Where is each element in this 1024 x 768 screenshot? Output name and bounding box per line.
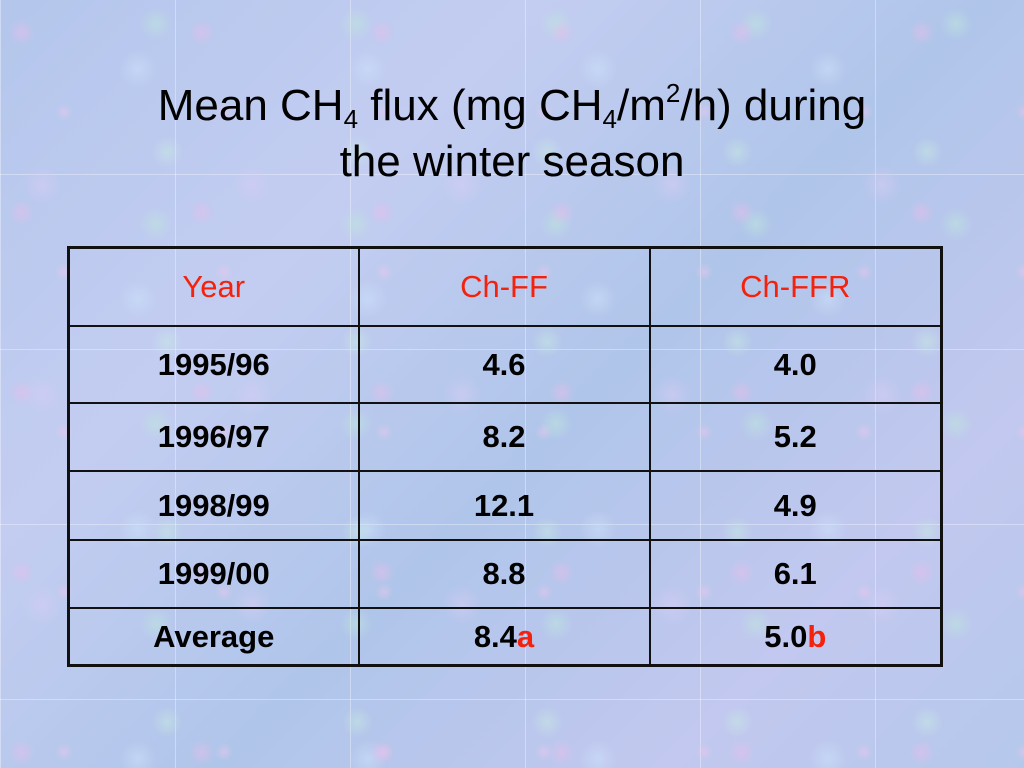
slide-title: Mean CH4 flux (mg CH4/m2/h) during the w…	[40, 78, 984, 190]
title-subscript-2: 4	[602, 104, 617, 134]
table-row: 1996/97 8.2 5.2	[67, 402, 943, 472]
average-ch-ff: 8.4a	[357, 607, 651, 667]
average-ch-ff-letter: a	[516, 618, 535, 654]
title-part-1: Mean CH	[157, 81, 344, 130]
title-part-3: /m	[617, 81, 666, 130]
cell-ch-ffr: 6.1	[648, 539, 943, 609]
flux-table-container: Year Ch-FF Ch-FFR 1995/96 4.6 4.0 1996/9…	[67, 246, 943, 667]
header-year: Year	[67, 246, 360, 327]
table-average-row: Average 8.4a 5.0b	[67, 607, 943, 667]
cell-ch-ff: 4.6	[357, 325, 651, 404]
average-ch-ffr-value: 5.0	[764, 618, 808, 654]
cell-year: 1995/96	[67, 325, 360, 404]
cell-ch-ff: 12.1	[357, 470, 651, 541]
average-label: Average	[67, 607, 360, 667]
title-superscript-1: 2	[665, 78, 681, 108]
average-ch-ffr-letter: b	[807, 618, 827, 654]
average-ch-ff-value: 8.4	[473, 618, 517, 654]
table-row: 1999/00 8.8 6.1	[67, 539, 943, 609]
title-subscript-1: 4	[343, 104, 359, 134]
header-ch-ff: Ch-FF	[357, 246, 651, 327]
cell-year: 1999/00	[67, 539, 360, 609]
table-row: 1995/96 4.6 4.0	[67, 325, 943, 404]
table-row: 1998/99 12.1 4.9	[67, 470, 943, 541]
cell-ch-ffr: 5.2	[648, 402, 943, 472]
table-header-row: Year Ch-FF Ch-FFR	[67, 246, 943, 327]
cell-year: 1998/99	[67, 470, 360, 541]
title-part-4: /h) during	[680, 81, 867, 130]
average-ch-ffr: 5.0b	[648, 607, 943, 667]
title-part-2: flux (mg CH	[358, 81, 603, 130]
cell-ch-ffr: 4.0	[648, 325, 943, 404]
header-ch-ffr: Ch-FFR	[648, 246, 943, 327]
cell-ch-ffr: 4.9	[648, 470, 943, 541]
cell-year: 1996/97	[67, 402, 360, 472]
title-line-2: the winter season	[339, 137, 685, 186]
flux-table: Year Ch-FF Ch-FFR 1995/96 4.6 4.0 1996/9…	[67, 246, 943, 667]
cell-ch-ff: 8.2	[357, 402, 651, 472]
cell-ch-ff: 8.8	[357, 539, 651, 609]
